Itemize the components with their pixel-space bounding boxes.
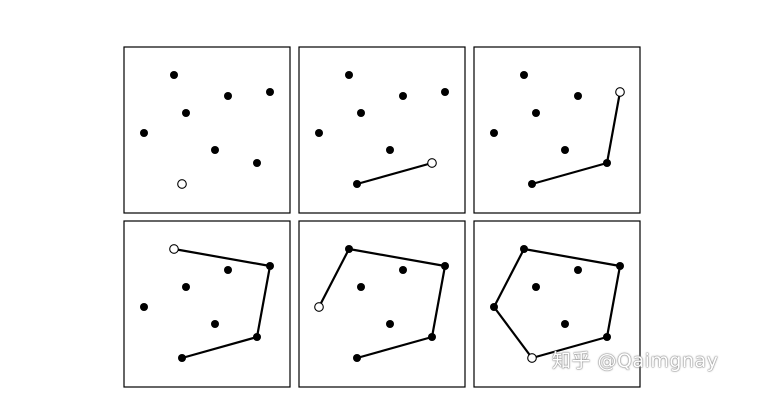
point [170, 71, 178, 79]
point [520, 71, 528, 79]
hull-edge [522, 247, 622, 268]
point [266, 262, 274, 270]
hull-edge [355, 335, 434, 360]
hull-edge [180, 335, 259, 360]
point [211, 320, 219, 328]
point [353, 354, 361, 362]
current-hull-point [427, 158, 437, 168]
panel-frame [298, 46, 466, 214]
panel-step-6 [473, 220, 641, 388]
point [345, 245, 353, 253]
hull-edge [530, 335, 609, 360]
hull-edge [530, 161, 609, 186]
point [224, 266, 232, 274]
point [616, 262, 624, 270]
panel-frame [123, 220, 291, 388]
panel-frame [473, 46, 641, 214]
point [520, 245, 528, 253]
point [266, 88, 274, 96]
panel-frame [123, 46, 291, 214]
panel-step-2 [298, 46, 466, 214]
hull-edge [605, 264, 622, 339]
hull-edge [492, 305, 534, 360]
point [140, 303, 148, 311]
point [357, 109, 365, 117]
current-hull-point [527, 353, 537, 363]
hull-edge [172, 247, 272, 268]
watermark-text: 知乎 @Qaimgnay [552, 350, 719, 372]
point [574, 92, 582, 100]
point [253, 333, 261, 341]
point [561, 320, 569, 328]
current-hull-point [169, 244, 179, 254]
point [399, 266, 407, 274]
current-hull-point [177, 179, 187, 189]
point [182, 109, 190, 117]
point [490, 129, 498, 137]
point [532, 109, 540, 117]
point [224, 92, 232, 100]
point [211, 146, 219, 154]
point [182, 283, 190, 291]
point [345, 71, 353, 79]
point [386, 320, 394, 328]
panel-frame [298, 220, 466, 388]
point [315, 129, 323, 137]
panel-step-5 [298, 220, 466, 388]
point [357, 283, 365, 291]
point [532, 283, 540, 291]
hull-edge [430, 264, 447, 339]
hull-edge [317, 247, 351, 309]
point [353, 180, 361, 188]
hull-edge [492, 247, 526, 309]
point [490, 303, 498, 311]
current-hull-point [615, 87, 625, 97]
point [574, 266, 582, 274]
point [603, 159, 611, 167]
panel-step-3 [473, 46, 641, 214]
panel-step-1 [123, 46, 291, 214]
point [528, 180, 536, 188]
point [178, 354, 186, 362]
hull-edge [347, 247, 447, 268]
hull-edge [255, 264, 272, 339]
point [399, 92, 407, 100]
current-hull-point [314, 302, 324, 312]
hull-edge [355, 161, 434, 186]
point [140, 129, 148, 137]
point [603, 333, 611, 341]
point [441, 262, 449, 270]
point [253, 159, 261, 167]
panel-step-4 [123, 220, 291, 388]
point [428, 333, 436, 341]
point [561, 146, 569, 154]
point [386, 146, 394, 154]
hull-edge [605, 90, 622, 165]
point [441, 88, 449, 96]
